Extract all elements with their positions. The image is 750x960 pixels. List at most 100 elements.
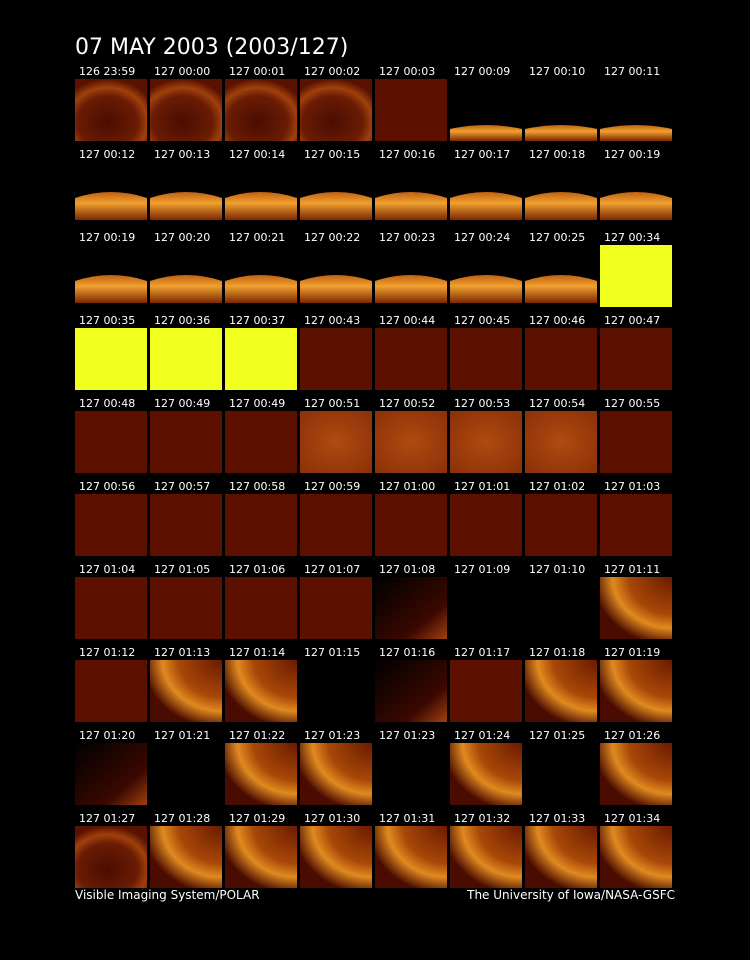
frame-image: [300, 79, 372, 141]
frame-label: 127 00:22: [304, 231, 360, 244]
frame-label: 127 01:03: [604, 480, 660, 493]
frame-label: 127 00:47: [604, 314, 660, 327]
footer-left: Visible Imaging System/POLAR: [75, 888, 260, 902]
frame-label: 127 01:28: [154, 812, 210, 825]
frame-image: [300, 826, 372, 888]
frame-image: [600, 192, 672, 220]
frame-label: 127 00:15: [304, 148, 360, 161]
frame-label: 127 01:32: [454, 812, 510, 825]
frame-label: 127 00:01: [229, 65, 285, 78]
frame-image: [150, 826, 222, 888]
frame-image: [450, 826, 522, 888]
frame-image: [225, 577, 297, 639]
frame-label: 127 01:14: [229, 646, 285, 659]
frame-image: [375, 494, 447, 556]
frame-label: 127 00:45: [454, 314, 510, 327]
frame-image: [450, 743, 522, 805]
frame-image: [225, 494, 297, 556]
frame-label: 127 00:36: [154, 314, 210, 327]
frame-label: 127 00:24: [454, 231, 510, 244]
frame-image: [225, 660, 297, 722]
frame-label: 127 00:35: [79, 314, 135, 327]
frame-image: [600, 245, 672, 307]
frame-image: [600, 411, 672, 473]
frame-label: 127 01:10: [529, 563, 585, 576]
frame-label: 127 00:52: [379, 397, 435, 410]
frame-image: [150, 411, 222, 473]
frame-label: 127 00:37: [229, 314, 285, 327]
frame-label: 127 01:07: [304, 563, 360, 576]
frame-label: 127 01:15: [304, 646, 360, 659]
frame-image: [375, 79, 447, 141]
frame-image: [600, 125, 672, 141]
frame-label: 127 00:43: [304, 314, 360, 327]
frame-image: [375, 577, 447, 639]
frame-label: 127 01:12: [79, 646, 135, 659]
frame-image: [525, 328, 597, 390]
frame-label: 127 00:25: [529, 231, 585, 244]
frame-label: 127 01:13: [154, 646, 210, 659]
frame-label: 127 01:23: [304, 729, 360, 742]
frame-image: [525, 494, 597, 556]
frame-label: 127 00:49: [229, 397, 285, 410]
frame-image: [525, 275, 597, 303]
frame-image: [525, 411, 597, 473]
frame-label: 127 01:19: [604, 646, 660, 659]
frame-label: 127 01:27: [79, 812, 135, 825]
frame-label: 127 00:51: [304, 397, 360, 410]
frame-image: [75, 192, 147, 220]
frame-label: 127 01:01: [454, 480, 510, 493]
frame-image: [450, 275, 522, 303]
frame-image: [450, 125, 522, 141]
frame-label: 127 00:09: [454, 65, 510, 78]
frame-image: [75, 411, 147, 473]
frame-image: [450, 660, 522, 722]
frame-label: 127 01:25: [529, 729, 585, 742]
frame-image: [525, 125, 597, 141]
frame-image: [375, 275, 447, 303]
frame-label: 127 00:56: [79, 480, 135, 493]
frame-label: 127 00:19: [604, 148, 660, 161]
frame-image: [300, 275, 372, 303]
frame-image: [600, 577, 672, 639]
frame-label: 127 00:17: [454, 148, 510, 161]
frame-label: 127 00:54: [529, 397, 585, 410]
frame-image: [75, 275, 147, 303]
frame-label: 127 00:10: [529, 65, 585, 78]
frame-image: [150, 494, 222, 556]
frame-label: 127 00:23: [379, 231, 435, 244]
frame-label: 127 00:55: [604, 397, 660, 410]
frame-label: 127 01:26: [604, 729, 660, 742]
frame-image: [225, 79, 297, 141]
frame-label: 127 01:22: [229, 729, 285, 742]
frame-image: [450, 328, 522, 390]
frame-label: 127 01:24: [454, 729, 510, 742]
frame-label: 127 01:17: [454, 646, 510, 659]
frame-image: [375, 411, 447, 473]
frame-label: 127 00:21: [229, 231, 285, 244]
frame-image: [300, 743, 372, 805]
frame-image: [525, 192, 597, 220]
frame-image: [150, 660, 222, 722]
frame-label: 127 00:03: [379, 65, 435, 78]
frame-image: [225, 192, 297, 220]
frame-label: 127 01:29: [229, 812, 285, 825]
frame-image: [225, 411, 297, 473]
frame-label: 127 00:57: [154, 480, 210, 493]
frame-image: [75, 743, 147, 805]
frame-image: [150, 577, 222, 639]
frame-label: 127 00:58: [229, 480, 285, 493]
frame-label: 127 00:34: [604, 231, 660, 244]
frame-image: [450, 411, 522, 473]
frame-label: 127 00:18: [529, 148, 585, 161]
frame-label: 127 01:18: [529, 646, 585, 659]
frame-image: [600, 743, 672, 805]
frame-image: [75, 328, 147, 390]
frame-label: 127 00:19: [79, 231, 135, 244]
frame-label: 127 01:11: [604, 563, 660, 576]
frame-image: [450, 494, 522, 556]
frame-label: 127 01:20: [79, 729, 135, 742]
frame-label: 127 01:00: [379, 480, 435, 493]
frame-image: [375, 660, 447, 722]
